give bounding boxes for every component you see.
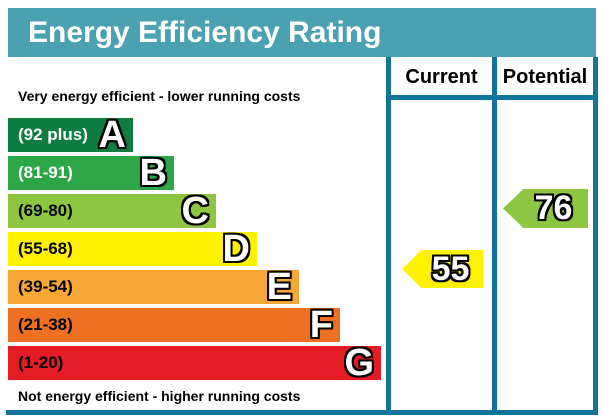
band-b-letter: B [139, 152, 167, 194]
column-divider-middle [492, 57, 497, 415]
band-a: (92 plus) A [8, 114, 133, 156]
band-e: (39-54) E [8, 266, 299, 308]
current-column-label: Current [405, 65, 478, 88]
band-e-letter: E [266, 266, 292, 308]
bottom-border [6, 410, 598, 415]
band-c-letter: C [181, 190, 209, 232]
column-divider-right [593, 57, 598, 415]
band-a-letter: A [98, 114, 126, 156]
header-underline [386, 95, 598, 100]
band-a-range: (92 plus) [18, 125, 88, 144]
bands-container: (92 plus) A (81-91) B (69-80) C (55-68) … [8, 114, 381, 384]
band-g-letter: G [344, 342, 374, 384]
title-bar: Energy Efficiency Rating [8, 8, 596, 57]
band-b: (81-91) B [8, 152, 174, 194]
band-f: (21-38) F [8, 304, 340, 346]
top-note: Very energy efficient - lower running co… [18, 88, 301, 104]
band-g: (1-20) G [8, 342, 381, 384]
bottom-note: Not energy efficient - higher running co… [18, 388, 301, 404]
page-title: Energy Efficiency Rating [28, 15, 382, 49]
current-column-header: Current [391, 61, 492, 93]
current-rating-value: 55 [431, 249, 470, 288]
column-divider-left [386, 57, 391, 415]
band-d-letter: D [222, 228, 250, 270]
band-d-range: (55-68) [18, 239, 73, 258]
band-c: (69-80) C [8, 190, 216, 232]
band-g-range: (1-20) [18, 353, 64, 372]
current-rating-arrow: 55 [402, 250, 483, 288]
band-e-range: (39-54) [18, 277, 73, 296]
potential-column-header: Potential [497, 61, 593, 93]
band-c-range: (69-80) [18, 201, 73, 220]
band-f-range: (21-38) [18, 315, 73, 334]
band-f-letter: F [309, 304, 333, 346]
band-d: (55-68) D [8, 228, 257, 270]
potential-rating-value: 76 [534, 189, 573, 227]
potential-column-label: Potential [502, 65, 588, 88]
band-b-range: (81-91) [18, 163, 73, 182]
potential-rating-arrow: 76 [503, 189, 588, 228]
